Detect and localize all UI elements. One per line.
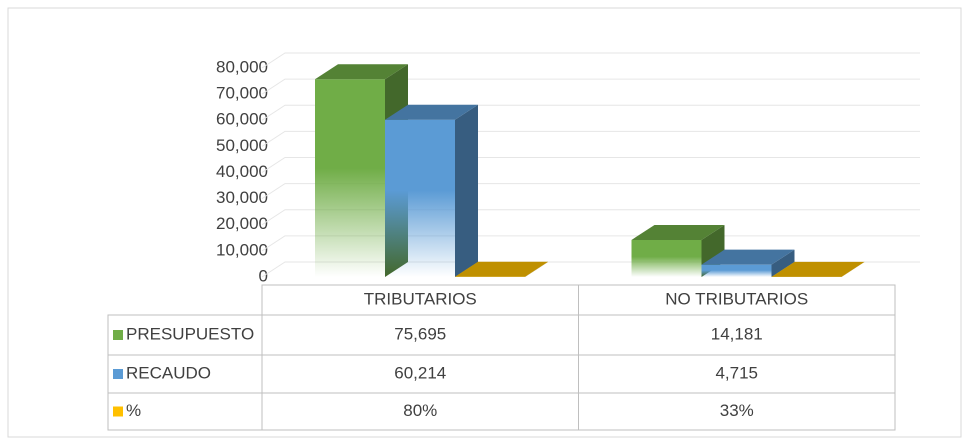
table-value: 80% bbox=[403, 401, 437, 420]
legend-key bbox=[113, 407, 123, 417]
table-value: 75,695 bbox=[394, 324, 446, 343]
y-tick-label: 10,000 bbox=[216, 240, 268, 259]
bar-front bbox=[702, 265, 772, 277]
table-value: 60,214 bbox=[394, 363, 446, 382]
table-cell-border bbox=[108, 393, 895, 430]
table-value: 14,181 bbox=[711, 324, 763, 343]
bar-side bbox=[455, 105, 478, 277]
y-tick-label: 80,000 bbox=[216, 57, 268, 76]
table-cell-border bbox=[108, 355, 895, 393]
bar bbox=[385, 105, 478, 277]
x-tick-label: NO TRIBUTARIOS bbox=[665, 289, 808, 308]
y-tick-label: 40,000 bbox=[216, 162, 268, 181]
x-tick-label: TRIBUTARIOS bbox=[364, 289, 477, 308]
legend-label: % bbox=[126, 401, 141, 420]
legend-label: RECAUDO bbox=[126, 363, 211, 382]
bar-front bbox=[385, 120, 455, 277]
table-value: 33% bbox=[720, 401, 754, 420]
y-tick-label: 50,000 bbox=[216, 136, 268, 155]
y-tick-label: 30,000 bbox=[216, 188, 268, 207]
y-tick-label: 70,000 bbox=[216, 84, 268, 103]
y-tick-label: 20,000 bbox=[216, 214, 268, 233]
bar-front bbox=[632, 240, 702, 277]
bar-front bbox=[315, 79, 385, 277]
legend-key bbox=[113, 369, 123, 379]
y-tick-label: 60,000 bbox=[216, 110, 268, 129]
legend-label: PRESUPUESTO bbox=[126, 324, 254, 343]
table-value: 4,715 bbox=[715, 363, 758, 382]
legend-key bbox=[113, 330, 123, 340]
